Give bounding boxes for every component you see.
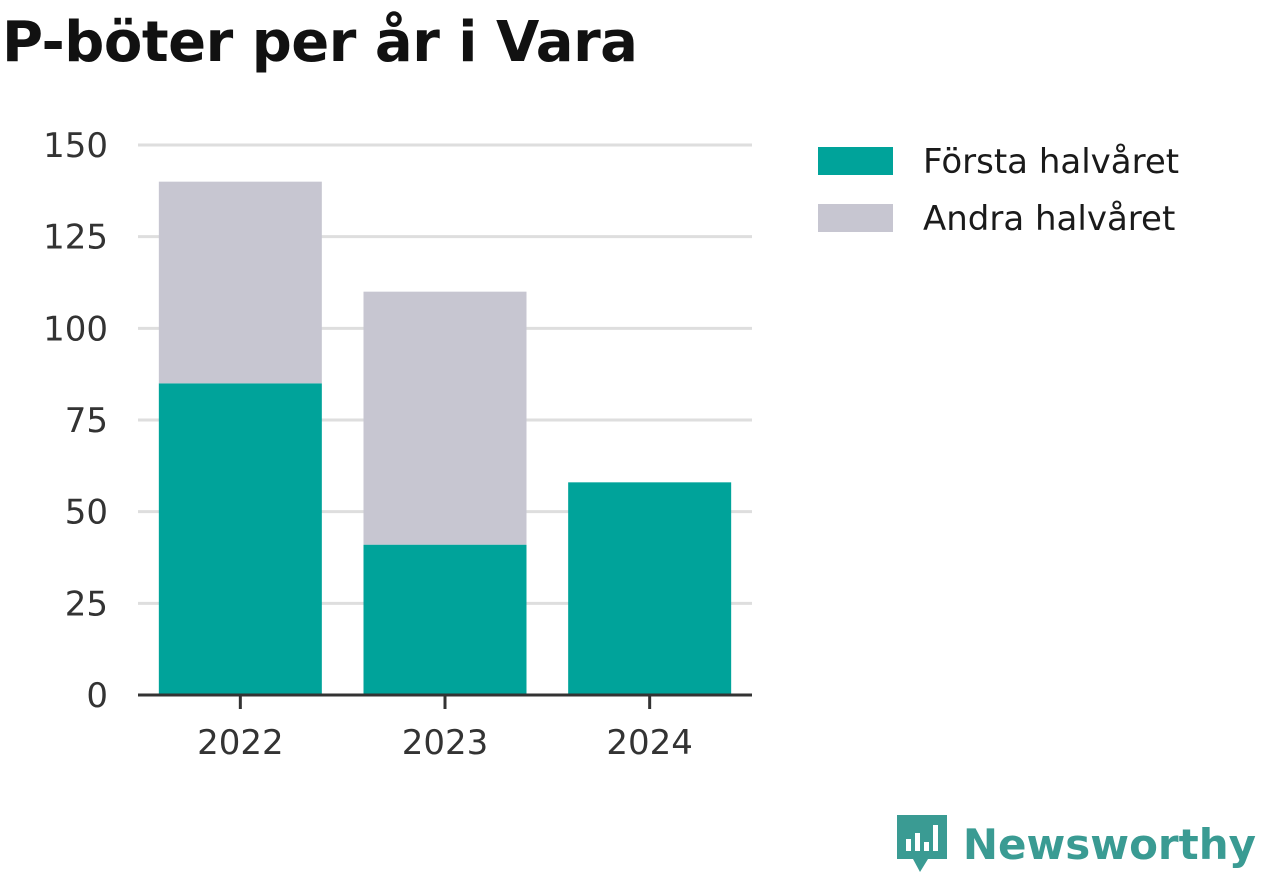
newsworthy-logo-icon	[896, 815, 947, 872]
y-tick-label: 50	[65, 493, 108, 533]
legend-label: Andra halvåret	[923, 199, 1175, 239]
y-tick-label: 25	[65, 584, 108, 624]
axes: 0 25 50 75 100 125 150 2022 2023 2024	[43, 126, 752, 763]
y-tick-label: 0	[86, 676, 108, 716]
legend-swatch	[818, 147, 893, 175]
chart-title: P-böter per år i Vara	[2, 10, 638, 75]
brand-name: Newsworthy	[962, 819, 1256, 869]
x-tick-label: 2024	[606, 723, 693, 763]
x-tick-label: 2023	[402, 723, 489, 763]
bar-2023-series-1	[363, 291, 527, 545]
x-tick-label: 2022	[197, 723, 284, 763]
y-tick-label: 125	[43, 218, 108, 258]
bars	[158, 181, 732, 695]
legend: Första halvåret Andra halvåret	[818, 142, 1179, 239]
brand-logo: Newsworthy	[896, 815, 1256, 873]
y-tick-label: 100	[43, 309, 108, 349]
bar-2022-series-0	[158, 383, 322, 695]
legend-swatch	[818, 204, 893, 232]
bar-2023-series-0	[363, 544, 527, 695]
bar-2024-series-0	[568, 482, 732, 695]
legend-label: Första halvåret	[923, 142, 1179, 182]
bar-2022-series-1	[158, 181, 322, 384]
y-tick-label: 150	[43, 126, 108, 166]
y-tick-label: 75	[65, 401, 108, 441]
